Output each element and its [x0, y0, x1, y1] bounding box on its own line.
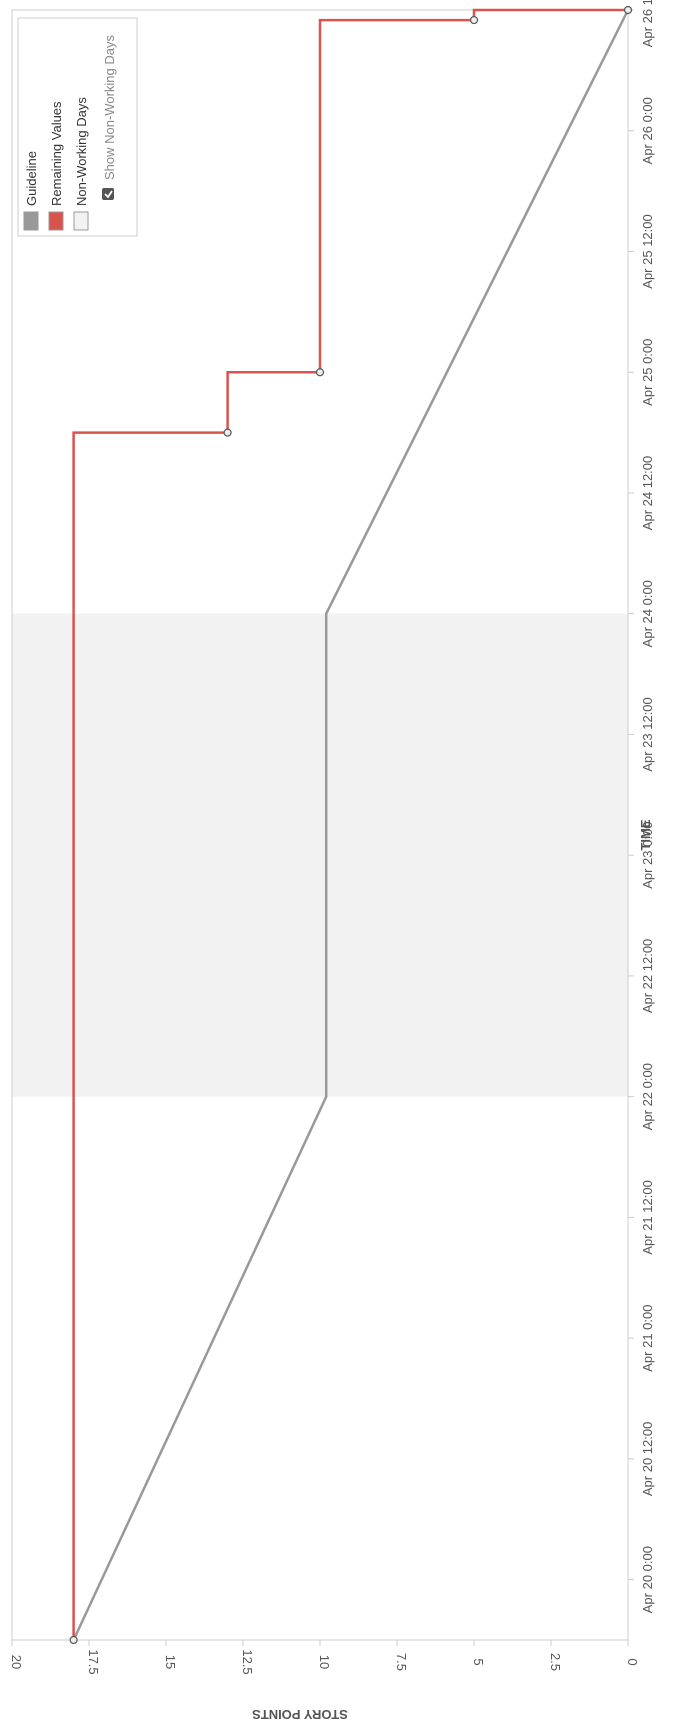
x-tick-label: Apr 21 0:00: [640, 1305, 655, 1372]
legend-frame: [17, 17, 138, 237]
x-tick-label: Apr 20 0:00: [640, 1546, 655, 1613]
x-tick-label: Apr 20 12:00: [640, 1422, 655, 1496]
x-tick-label: Apr 22 12:00: [640, 939, 655, 1013]
remaining-values-point[interactable]: [623, 5, 633, 15]
non-working-days-band: [12, 613, 628, 1097]
x-tick-label: Apr 24 12:00: [640, 456, 655, 530]
y-tick-label: 7.5: [394, 1653, 409, 1671]
legend-label: Non-Working Days: [74, 97, 89, 206]
y-tick-label: 0: [625, 1658, 640, 1665]
y-tick-label: 12.5: [240, 1649, 255, 1674]
legend-label: Guideline: [24, 151, 39, 206]
x-tick-label: Apr 26 12:00: [640, 0, 655, 47]
x-tick-label: Apr 23 0:00: [640, 822, 655, 889]
x-tick-label: Apr 26 0:00: [640, 97, 655, 164]
y-tick-label: 15: [163, 1655, 178, 1669]
remaining-values-point[interactable]: [315, 368, 325, 377]
y-tick-label: 5: [471, 1658, 486, 1665]
y-tick-label: 2.5: [548, 1653, 563, 1671]
legend-label: Remaining Values: [49, 101, 64, 206]
plot-area: Apr 20 0:00 Apr 20 12:00 Apr 21 0:00 Apr 21…: [9, 0, 655, 1722]
legend: Guideline Remaining Values Non-Working Day…: [17, 17, 138, 237]
x-tick-label: Apr 24 0:00: [640, 580, 655, 647]
show-non-working-days-checkbox[interactable]: [102, 188, 114, 200]
y-tick-label: 17.5: [86, 1649, 101, 1674]
remaining-values-point[interactable]: [469, 15, 479, 25]
checkbox-label: Show Non-Working Days: [102, 35, 117, 180]
x-axis-title: TIME: [638, 819, 653, 850]
legend-swatch: [48, 211, 64, 231]
check-icon: [104, 190, 113, 199]
legend-swatch: [23, 211, 39, 231]
y-tick-label: 20: [9, 1655, 24, 1669]
legend-swatch: [73, 211, 89, 231]
y-axis-title: STORY POINTS: [252, 1707, 348, 1722]
x-tick-label: Apr 21 12:00: [640, 1180, 655, 1254]
x-tick-label: Apr 25 12:00: [640, 214, 655, 288]
remaining-values-point[interactable]: [223, 428, 232, 437]
guideline-line: [72, 9, 630, 1641]
x-tick-label: Apr 22 0:00: [640, 1063, 655, 1130]
remaining-values-point[interactable]: [69, 1635, 78, 1645]
x-tick-label: Apr 25 0:00: [640, 339, 655, 406]
y-tick-label: 10: [317, 1655, 332, 1669]
x-tick-label: Apr 23 12:00: [640, 697, 655, 771]
